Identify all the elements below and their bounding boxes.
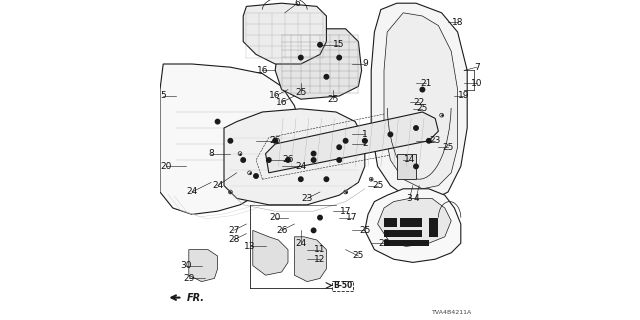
Text: 16: 16 [269, 92, 281, 100]
Circle shape [215, 119, 220, 124]
Text: 8: 8 [209, 149, 214, 158]
Circle shape [312, 151, 316, 156]
Text: 20: 20 [269, 213, 281, 222]
Text: 25: 25 [353, 252, 364, 260]
Text: 25: 25 [417, 104, 428, 113]
Circle shape [253, 174, 259, 178]
Circle shape [285, 158, 291, 162]
Circle shape [241, 158, 246, 162]
Text: 27: 27 [228, 226, 239, 235]
Polygon shape [400, 218, 422, 227]
Text: 19: 19 [458, 92, 470, 100]
Text: 24: 24 [212, 181, 223, 190]
Text: 4: 4 [413, 194, 419, 203]
Text: TVA4B4211A: TVA4B4211A [432, 310, 472, 315]
Text: 25: 25 [327, 95, 339, 104]
Text: 24: 24 [186, 188, 198, 196]
Text: 17: 17 [340, 207, 351, 216]
Text: 14: 14 [404, 156, 415, 164]
Text: 3: 3 [407, 194, 412, 203]
Polygon shape [365, 189, 461, 262]
Text: 26: 26 [276, 226, 287, 235]
Text: 25: 25 [359, 226, 371, 235]
Text: 18: 18 [452, 18, 463, 27]
Circle shape [312, 158, 316, 162]
Text: 16: 16 [257, 66, 268, 75]
Circle shape [324, 177, 329, 181]
Text: 22: 22 [413, 98, 425, 107]
Text: 13: 13 [244, 242, 255, 251]
Circle shape [317, 43, 323, 47]
Circle shape [414, 164, 419, 169]
Circle shape [337, 55, 342, 60]
Text: 26: 26 [269, 136, 281, 145]
Text: 25: 25 [442, 143, 454, 152]
Polygon shape [371, 3, 467, 202]
Polygon shape [384, 240, 429, 246]
Text: B-50: B-50 [333, 281, 352, 290]
Polygon shape [275, 29, 362, 99]
Text: 25: 25 [372, 181, 383, 190]
Polygon shape [294, 237, 326, 282]
Text: 28: 28 [228, 236, 239, 244]
Circle shape [228, 139, 233, 143]
Circle shape [362, 139, 367, 143]
Text: 30: 30 [180, 261, 191, 270]
Circle shape [273, 139, 278, 143]
Polygon shape [243, 3, 326, 64]
Text: 9: 9 [362, 60, 367, 68]
Text: 1: 1 [362, 130, 367, 139]
Text: 25: 25 [378, 239, 390, 248]
Polygon shape [253, 230, 288, 275]
Text: 11: 11 [314, 245, 326, 254]
Text: 7: 7 [474, 63, 479, 72]
Circle shape [324, 75, 329, 79]
FancyBboxPatch shape [332, 281, 353, 291]
Circle shape [317, 215, 323, 220]
Polygon shape [384, 230, 422, 237]
Circle shape [267, 158, 271, 162]
Polygon shape [224, 109, 365, 205]
Polygon shape [189, 250, 218, 282]
Circle shape [337, 158, 342, 162]
Text: 23: 23 [429, 136, 441, 145]
Circle shape [298, 177, 303, 181]
Text: 29: 29 [183, 274, 195, 283]
Text: 16: 16 [276, 98, 287, 107]
Text: 24: 24 [295, 162, 307, 171]
Text: 17: 17 [346, 213, 358, 222]
Circle shape [414, 126, 419, 130]
Text: 24: 24 [295, 239, 307, 248]
Circle shape [426, 139, 431, 143]
Circle shape [388, 132, 393, 137]
Circle shape [298, 55, 303, 60]
Text: 6: 6 [295, 0, 300, 8]
Text: 2: 2 [362, 140, 367, 148]
Circle shape [344, 139, 348, 143]
Polygon shape [266, 112, 438, 173]
Text: 10: 10 [471, 79, 483, 88]
Polygon shape [429, 218, 438, 237]
Text: 23: 23 [301, 194, 313, 203]
Text: 25: 25 [295, 88, 307, 97]
Circle shape [420, 87, 425, 92]
Polygon shape [384, 13, 458, 189]
Text: 12: 12 [314, 255, 326, 264]
Circle shape [312, 228, 316, 233]
Text: 5: 5 [161, 92, 166, 100]
Text: 21: 21 [420, 79, 431, 88]
Bar [397, 154, 416, 179]
Circle shape [337, 145, 342, 149]
Text: 20: 20 [161, 162, 172, 171]
Polygon shape [378, 198, 451, 246]
Text: 26: 26 [282, 156, 294, 164]
Text: FR.: FR. [187, 292, 205, 303]
Polygon shape [384, 218, 397, 227]
Polygon shape [160, 64, 301, 214]
Text: 15: 15 [333, 40, 345, 49]
